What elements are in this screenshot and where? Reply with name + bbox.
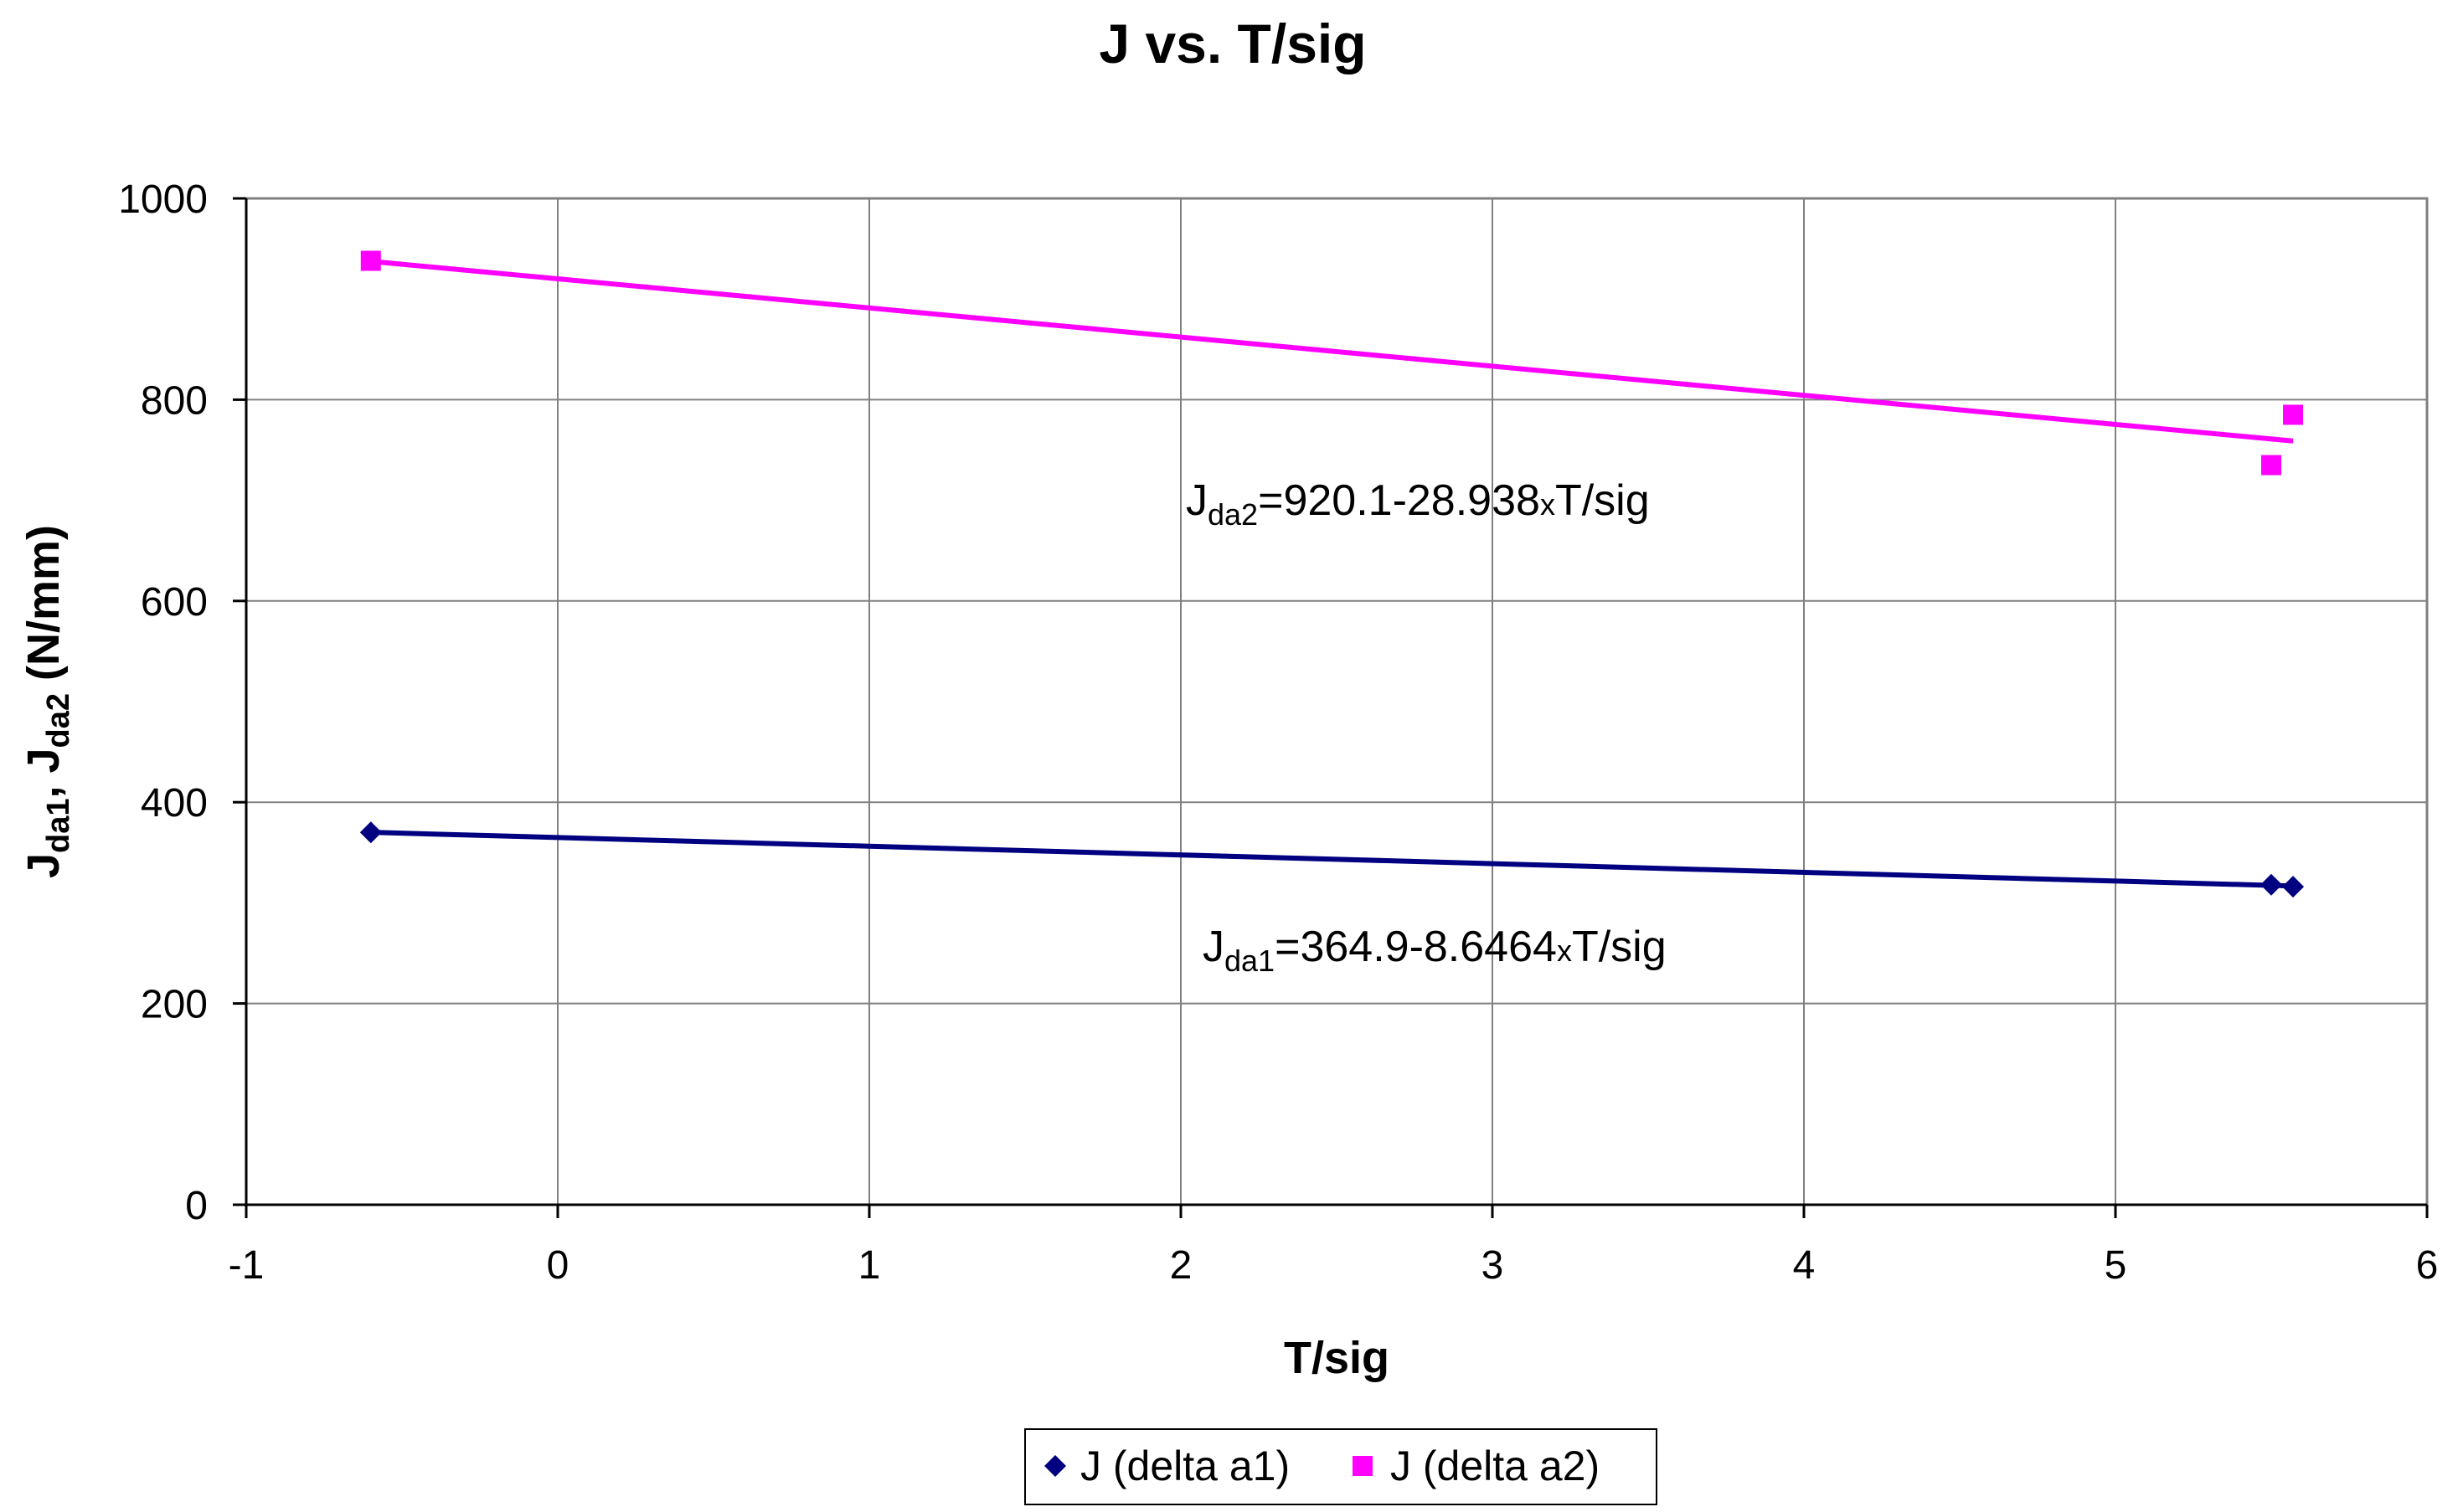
legend-square-marker: [1353, 1456, 1373, 1476]
data-point-series-1: [359, 821, 382, 844]
equation-delta-a2: Jda2=920.1-28.938xT/sig: [1186, 476, 1650, 532]
x-tick-label: 4: [1793, 1243, 1816, 1288]
data-point-series-1: [2282, 876, 2305, 898]
x-tick-label: -1: [229, 1243, 265, 1288]
y-tick-label: 0: [185, 1184, 208, 1228]
data-point-series-2: [2261, 455, 2281, 476]
y-tick-label: 1000: [118, 177, 208, 222]
x-tick-label: 2: [1170, 1243, 1193, 1288]
y-tick-label: 800: [141, 378, 208, 423]
x-tick-label: 0: [547, 1243, 569, 1288]
axes: [245, 198, 2427, 1206]
x-tick-label: 5: [2105, 1243, 2127, 1288]
legend-item-delta-a2: J (delta a2): [1390, 1443, 1600, 1489]
legend-diamond-marker: [1044, 1455, 1066, 1477]
data-point-series-1: [2260, 873, 2282, 896]
x-tick-label: 1: [858, 1243, 881, 1288]
plot-area: [245, 197, 2429, 1206]
tick-labels: -1 0 1 2 3 4 5 6 0 200 400 600 800 1000: [118, 177, 2438, 1288]
x-tick-label: 6: [2416, 1243, 2439, 1288]
y-tick-label: 600: [141, 580, 208, 625]
data-point-series-2: [2283, 404, 2304, 425]
x-axis-label: T/sig: [1284, 1333, 1389, 1383]
legend-item-delta-a1: J (delta a1): [1080, 1443, 1290, 1489]
legend: J (delta a1) J (delta a2): [1024, 1428, 1657, 1505]
y-axis-label: Jda1, Jda2 (N/mm): [18, 525, 76, 878]
legend-box: [1024, 1428, 1657, 1505]
y-tick-label: 400: [141, 781, 208, 825]
y-tick-label: 200: [141, 983, 208, 1027]
trendline-series-2: [370, 259, 2294, 444]
trendline-series-1: [370, 830, 2294, 889]
series: [359, 250, 2305, 898]
data-point-series-2: [360, 250, 381, 271]
equation-delta-a1: Jda1=364.9-8.6464xT/sig: [1203, 923, 1667, 978]
chart-title: J vs. T/sig: [1099, 13, 1366, 75]
grid: [246, 198, 2427, 1205]
x-tick-label: 3: [1481, 1243, 1504, 1288]
